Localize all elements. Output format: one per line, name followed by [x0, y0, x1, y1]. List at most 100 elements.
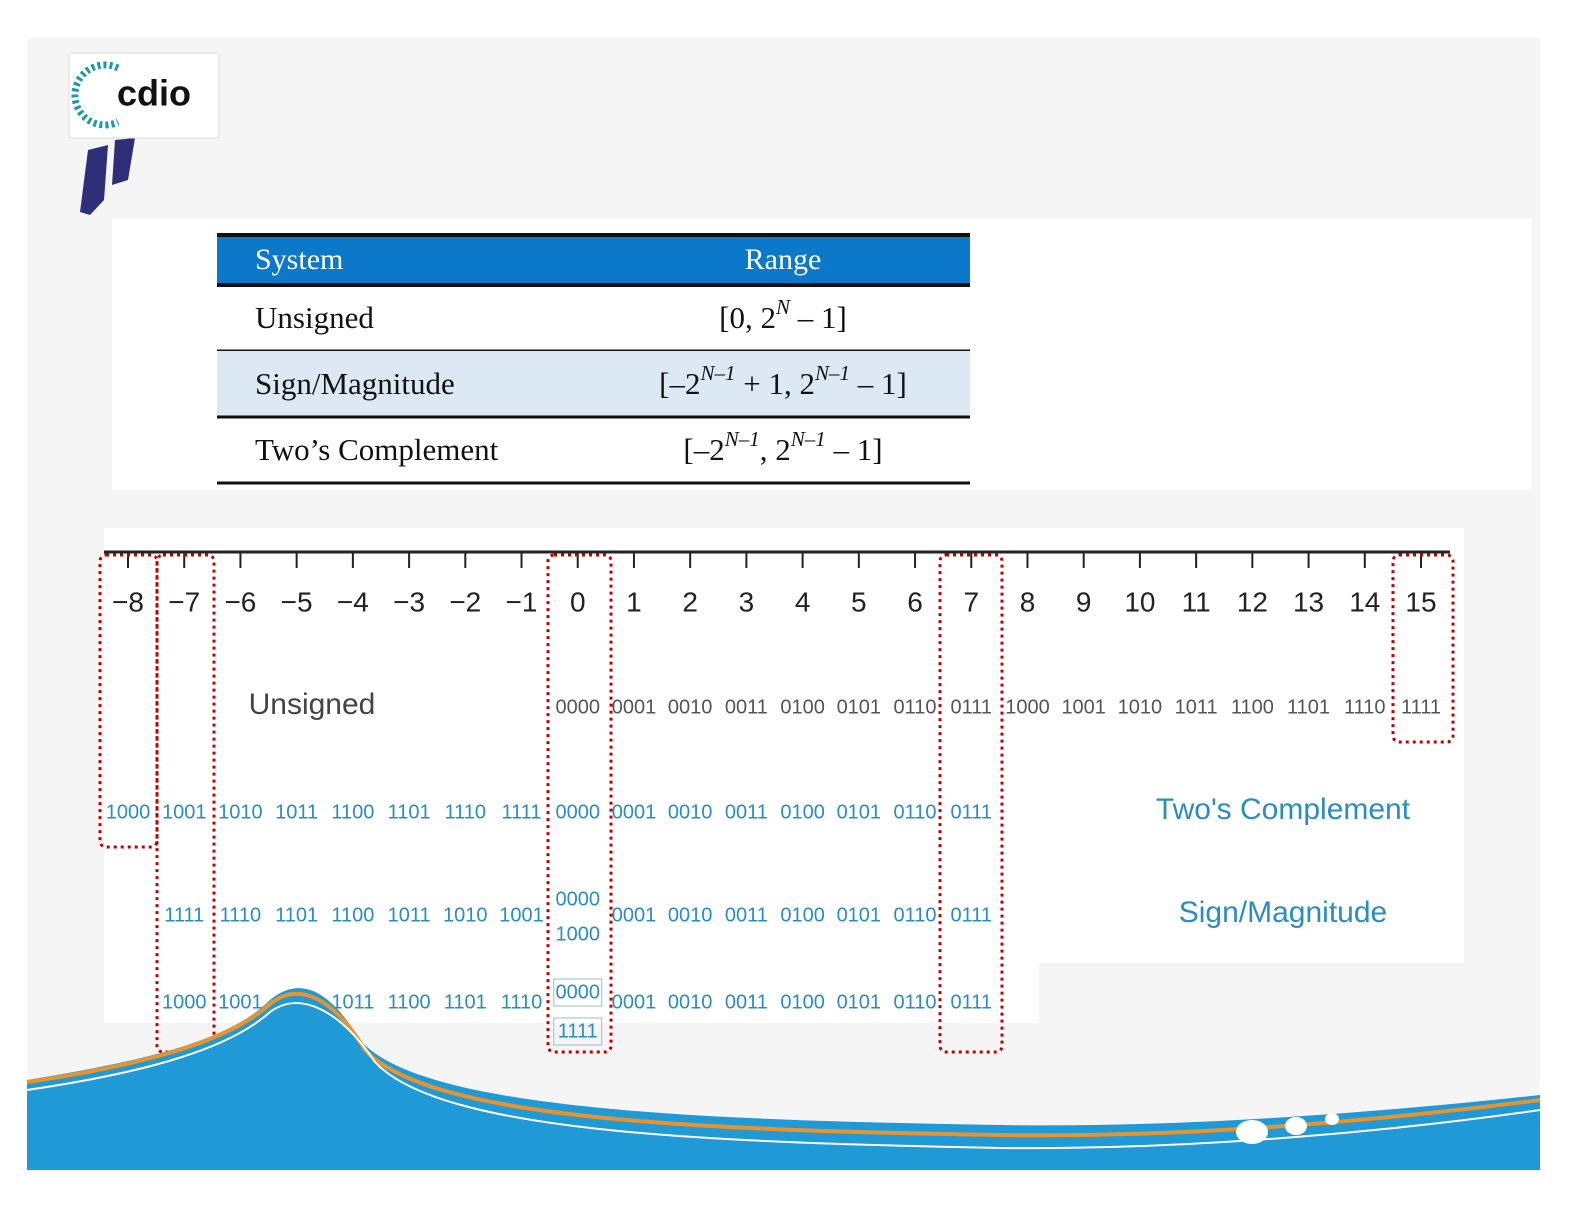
tick-label: −4	[337, 586, 369, 617]
tick-label: 15	[1405, 586, 1436, 617]
tick-label: 1	[626, 586, 642, 617]
code: 1111	[501, 801, 541, 823]
code: 1001	[162, 801, 207, 823]
code: 1110	[501, 991, 543, 1013]
code: 1110	[220, 904, 262, 926]
tick-label: −1	[506, 586, 538, 617]
code: 1111	[558, 1020, 598, 1042]
row-label: Sign/Magnitude	[1179, 896, 1387, 929]
row-label: Unsigned	[249, 688, 376, 721]
code: 1011	[388, 904, 431, 926]
code: 0001	[612, 904, 657, 926]
code: 1111	[164, 904, 204, 926]
logo-mark	[80, 138, 135, 215]
tick-label: 6	[907, 586, 923, 617]
tick-label: 4	[795, 586, 811, 617]
code: 0001	[612, 696, 657, 718]
tick-label: 10	[1124, 586, 1155, 617]
tick-label: −7	[168, 586, 200, 617]
tick-label: −8	[112, 586, 144, 617]
code: 1101	[444, 991, 487, 1013]
logo-text: cdio	[117, 73, 191, 114]
code: 1101	[275, 904, 318, 926]
dot	[1236, 1120, 1268, 1144]
code: 0100	[780, 801, 825, 823]
highlight-box	[1391, 553, 1455, 744]
code: 1110	[445, 801, 487, 823]
code: 1000	[1005, 696, 1050, 718]
code: 0011	[725, 991, 768, 1013]
header-cell: Range	[745, 243, 822, 276]
code: 1000	[106, 801, 151, 823]
tick-label: −3	[393, 586, 425, 617]
code: 0110	[894, 801, 937, 823]
highlight-box	[938, 553, 1004, 1054]
code: 1001	[499, 904, 544, 926]
range-text: [–2	[683, 432, 724, 467]
code: 0110	[894, 696, 937, 718]
code: 1010	[1118, 696, 1163, 718]
range-text: – 1]	[826, 432, 883, 467]
range-cell: [–2N–1 + 1, 2N–1 – 1]	[659, 361, 907, 401]
code: 1001	[218, 991, 263, 1013]
tick-label: 12	[1237, 586, 1268, 617]
row-label: Two's Complement	[1156, 793, 1411, 826]
code: 0000	[555, 981, 600, 1003]
code: 0010	[668, 904, 713, 926]
code: 0111	[950, 696, 992, 718]
code: 0101	[837, 801, 882, 823]
wave-shape	[27, 988, 1540, 1170]
code: 0001	[612, 801, 657, 823]
code: 1011	[1175, 696, 1218, 718]
range-text: , 2	[760, 432, 791, 467]
code-box	[553, 1017, 603, 1046]
code: 1110	[1344, 696, 1386, 718]
logo: cdio	[68, 52, 220, 215]
code: 0101	[837, 991, 882, 1013]
code: 1000	[162, 991, 207, 1013]
tick-label: 0	[570, 586, 586, 617]
tick-label: 3	[739, 586, 755, 617]
code: 0100	[780, 904, 825, 926]
row-shade	[217, 351, 970, 417]
tick-label: 14	[1349, 586, 1380, 617]
code: 0010	[668, 991, 713, 1013]
system-cell: Unsigned	[255, 300, 374, 335]
code: 1100	[388, 991, 431, 1013]
code: 0101	[837, 696, 882, 718]
code-box	[553, 978, 603, 1007]
tick-label: 5	[851, 586, 867, 617]
superscript: N–1	[699, 361, 735, 385]
code: 0111	[950, 904, 992, 926]
code: 0000	[555, 801, 600, 823]
tick-label: 9	[1076, 586, 1092, 617]
tick-label: 7	[963, 586, 979, 617]
range-table: System Range Unsigned [0, 2N – 1] Sign/Magni…	[217, 233, 970, 485]
code: 1100	[1231, 696, 1274, 718]
code: 0010	[668, 696, 713, 718]
superscript: N–1	[724, 427, 760, 451]
code: 1100	[331, 801, 374, 823]
tick-label: 13	[1293, 586, 1324, 617]
system-cell: Sign/Magnitude	[255, 366, 455, 401]
wave	[26, 988, 1541, 1170]
code: 1011	[331, 991, 374, 1013]
range-cell: [–2N–1, 2N–1 – 1]	[683, 427, 882, 467]
code: 1101	[388, 801, 431, 823]
tick-label: −2	[449, 586, 481, 617]
number-line: −8 −7 −6 −5 −4 −3 −2 −1 0 1 2 3 4 5 6 7 8 9 10 11 12 13 14 1500…	[98, 550, 1455, 1054]
code: 1011	[275, 801, 318, 823]
range-cell: [0, 2N – 1]	[719, 295, 847, 335]
tick-label: 11	[1182, 586, 1211, 617]
code: 0100	[780, 696, 825, 718]
code: 0101	[837, 904, 882, 926]
code: 1001	[1061, 696, 1106, 718]
code: 1000	[555, 923, 600, 945]
code: 1101	[1287, 696, 1330, 718]
dot	[1285, 1117, 1307, 1135]
code: 1010	[218, 801, 263, 823]
code: 0011	[725, 696, 768, 718]
tick-label: −6	[224, 586, 256, 617]
code: 0000	[555, 696, 600, 718]
